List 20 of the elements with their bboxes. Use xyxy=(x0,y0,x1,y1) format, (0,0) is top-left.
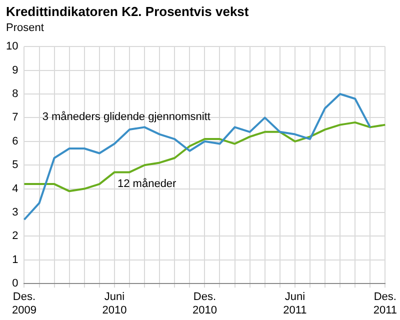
y-tick-label: 4 xyxy=(12,182,18,195)
y-tick-label: 1 xyxy=(12,254,18,266)
chart-title: Kredittindikatoren K2. Prosentvis vekst xyxy=(6,4,249,19)
y-tick-label: 8 xyxy=(12,88,18,100)
y-axis-title: Prosent xyxy=(6,22,44,34)
x-tick-label: Juni 2011 xyxy=(283,291,307,316)
y-tick-label: 6 xyxy=(12,135,18,148)
y-tick-label: 9 xyxy=(12,64,18,76)
y-tick-label: 3 xyxy=(12,206,18,219)
y-tick-label: 2 xyxy=(12,230,18,242)
x-tick-label: Des. 2009 xyxy=(12,291,36,316)
series-label: 12 måneder xyxy=(118,178,177,190)
y-tick-label: 10 xyxy=(6,40,18,53)
y-tick-label: 7 xyxy=(12,112,18,124)
x-tick-label: Juni 2010 xyxy=(102,291,127,316)
y-tick-label: 0 xyxy=(12,278,18,290)
x-tick-label: Des. 2011 xyxy=(373,291,397,316)
x-tick-label: Des. 2010 xyxy=(192,291,217,316)
y-tick-label: 5 xyxy=(12,159,18,172)
series-label: 3 måneders glidende gjennomsnitt xyxy=(42,111,210,124)
